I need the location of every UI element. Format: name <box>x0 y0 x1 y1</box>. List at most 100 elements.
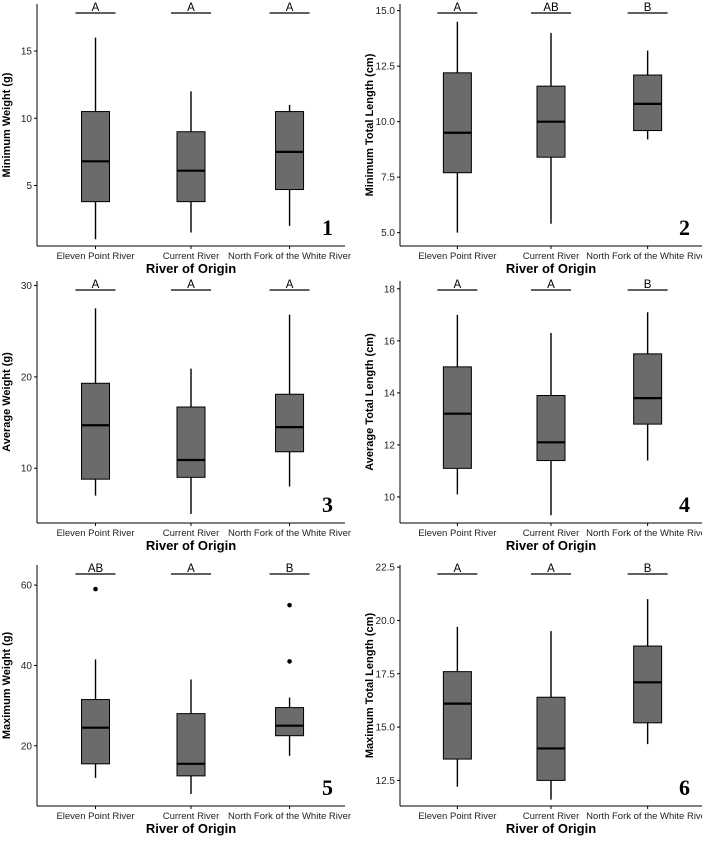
y-tick-label: 12 <box>384 440 396 451</box>
y-tick-label: 40 <box>21 661 33 672</box>
outlier-point <box>287 659 292 664</box>
significance-letter: A <box>547 279 555 291</box>
x-tick-label: Eleven Point River <box>56 811 134 822</box>
y-tick-label: 15.0 <box>376 6 396 17</box>
significance-letter: A <box>187 2 195 14</box>
chart-panel-1: 5 10 15 A Eleven Point River A Current River A N… <box>1 2 351 276</box>
x-tick-label: Eleven Point River <box>418 811 496 822</box>
x-tick-label: Current River <box>523 811 580 822</box>
y-axis-title: Average Total Length (cm) <box>364 333 376 471</box>
x-tick-label: North Fork of the White River <box>586 528 702 539</box>
x-axis-title: River of Origin <box>506 538 596 553</box>
y-tick-label: 10 <box>21 464 33 475</box>
significance-letter: A <box>92 2 100 14</box>
significance-letter: A <box>92 279 100 291</box>
significance-letter: B <box>644 279 652 291</box>
y-tick-label: 18 <box>384 284 396 295</box>
box-iqr <box>275 707 305 737</box>
box-iqr <box>176 406 206 478</box>
box-iqr <box>81 699 111 765</box>
x-axis-title: River of Origin <box>506 821 596 836</box>
chart-panel-4: 10 12 14 16 18 A Eleven Point River A Current Ri… <box>364 279 702 553</box>
box-iqr <box>442 671 472 760</box>
box-iqr <box>633 74 663 132</box>
box-iqr <box>633 353 663 425</box>
outlier-point <box>93 586 98 592</box>
y-tick-label: 60 <box>21 581 33 592</box>
significance-letter: A <box>454 279 462 291</box>
significance-letter: AB <box>88 563 104 575</box>
y-axis-title: Average Weight (g) <box>1 352 13 452</box>
x-tick-label: North Fork of the White River <box>228 528 351 539</box>
y-tick-label: 20.0 <box>376 616 396 627</box>
chart-panel-5: 20 40 60 AB Eleven Point River A Current River… <box>1 563 351 836</box>
box-iqr <box>536 394 566 462</box>
panel-number: 2 <box>679 215 690 240</box>
y-tick-label: 7.5 <box>381 173 395 184</box>
significance-letter: A <box>454 563 462 575</box>
y-tick-label: 10 <box>21 114 33 125</box>
y-tick-label: 12.5 <box>376 62 396 73</box>
y-axis-title: Maximum Total Length (cm) <box>364 613 376 759</box>
x-tick-label: North Fork of the White River <box>228 251 351 262</box>
box-iqr <box>275 393 305 453</box>
x-tick-label: Current River <box>523 251 580 262</box>
box-iqr <box>81 111 111 203</box>
box-iqr <box>442 72 472 174</box>
y-axis-title: Minimum Weight (g) <box>1 72 13 177</box>
significance-letter: A <box>286 279 294 291</box>
panel-number: 6 <box>679 775 690 800</box>
y-tick-label: 22.5 <box>376 563 396 574</box>
panel-number: 5 <box>322 775 333 800</box>
y-tick-label: 30 <box>21 281 33 292</box>
significance-letter: A <box>454 2 462 14</box>
x-axis-title: River of Origin <box>146 261 236 276</box>
significance-letter: A <box>547 563 555 575</box>
x-tick-label: North Fork of the White River <box>586 251 702 262</box>
significance-letter: A <box>286 2 294 14</box>
panel-number: 3 <box>322 492 333 517</box>
y-tick-label: 12.5 <box>376 776 396 787</box>
x-tick-label: Current River <box>163 528 220 539</box>
x-tick-label: Current River <box>523 528 580 539</box>
y-tick-label: 10.0 <box>376 117 396 128</box>
box-iqr <box>176 131 206 203</box>
significance-letter: B <box>644 563 652 575</box>
x-tick-label: Eleven Point River <box>418 251 496 262</box>
box-iqr <box>81 382 111 480</box>
box-iqr <box>176 713 206 777</box>
x-tick-label: Current River <box>163 251 220 262</box>
y-tick-label: 20 <box>21 741 33 752</box>
significance-letter: AB <box>543 2 559 14</box>
y-tick-label: 10 <box>384 492 396 503</box>
x-tick-label: North Fork of the White River <box>228 811 351 822</box>
panel-number: 4 <box>679 492 690 517</box>
x-axis-title: River of Origin <box>146 821 236 836</box>
significance-letter: B <box>286 563 294 575</box>
y-tick-label: 5.0 <box>381 228 395 239</box>
chart-panel-2: 5.0 7.5 10.0 12.5 15.0 A Eleven Point River AB C… <box>364 2 702 276</box>
x-tick-label: North Fork of the White River <box>586 811 702 822</box>
chart-panel-6: 12.5 15.0 17.5 20.0 22.5 A Eleven Point River A… <box>364 563 702 836</box>
box-iqr <box>442 366 472 469</box>
significance-letter: B <box>644 2 652 14</box>
x-axis-title: River of Origin <box>506 261 596 276</box>
box-iqr <box>275 111 305 191</box>
x-tick-label: Eleven Point River <box>56 251 134 262</box>
y-tick-label: 5 <box>26 181 32 192</box>
x-tick-label: Current River <box>163 811 220 822</box>
y-tick-label: 17.5 <box>376 669 396 680</box>
y-axis-title: Maximum Weight (g) <box>1 631 13 739</box>
panel-number: 1 <box>322 215 333 240</box>
outlier-point <box>287 602 292 608</box>
x-tick-label: Eleven Point River <box>418 528 496 539</box>
box-iqr <box>536 696 566 781</box>
y-tick-label: 16 <box>384 336 396 347</box>
significance-letter: A <box>187 279 195 291</box>
y-tick-label: 14 <box>384 388 396 399</box>
y-tick-label: 15 <box>21 47 33 58</box>
x-tick-label: Eleven Point River <box>56 528 134 539</box>
significance-letter: A <box>187 563 195 575</box>
box-iqr <box>633 645 663 724</box>
